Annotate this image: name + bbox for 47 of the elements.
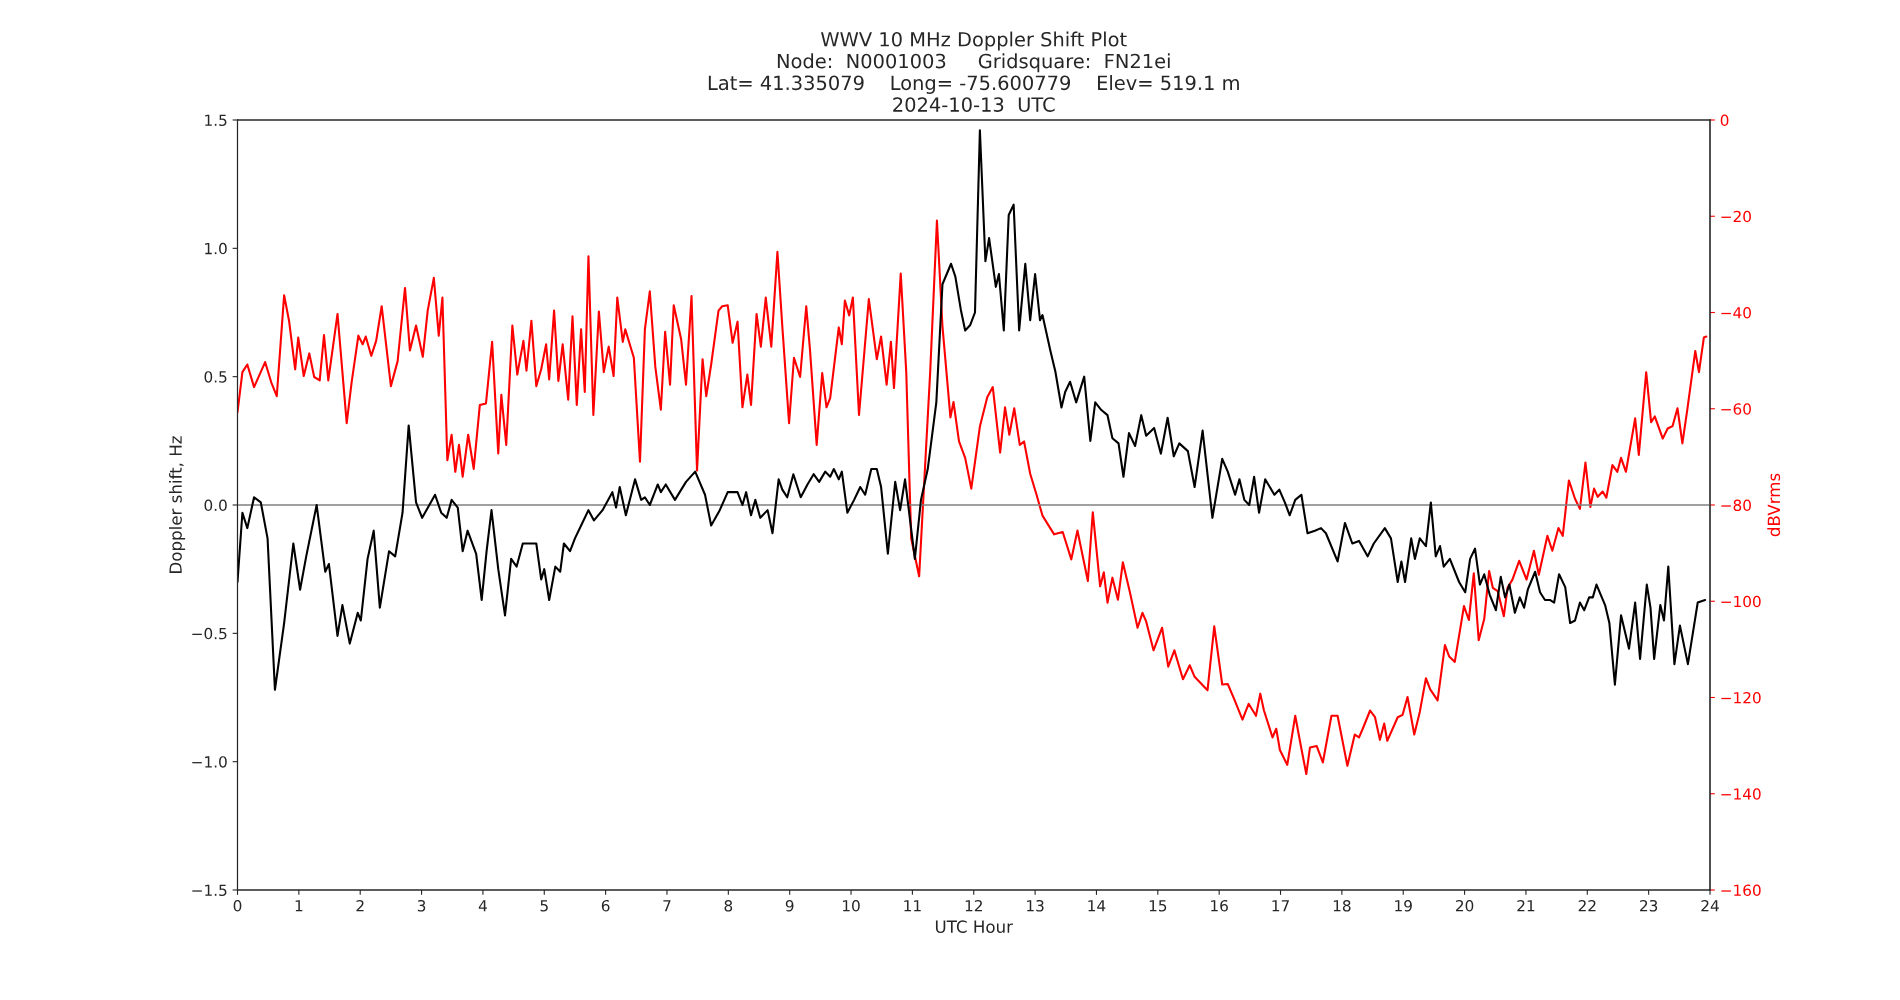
x-tick-label: 7 [663, 900, 671, 912]
x-tick-label: 17 [1272, 900, 1289, 912]
x-tick-label: 8 [724, 899, 733, 912]
x-tick-label: 0 [233, 899, 242, 912]
x-tick-label: 2 [356, 899, 364, 912]
y2-tick-label: −100 [1721, 595, 1761, 608]
x-tick-label: 22 [1578, 899, 1596, 912]
y2-tick-label: −120 [1721, 691, 1761, 704]
x-tick-label: 6 [601, 899, 610, 912]
x-tick-label: 13 [1027, 899, 1044, 912]
x-tick-label: 5 [540, 900, 548, 912]
line-series [237, 219, 1708, 776]
x-axis-title: UTC Hour [935, 920, 1013, 933]
x-tick-label: 12 [965, 899, 982, 912]
y-tick-label: 1.5 [205, 114, 227, 127]
y2-axis-title: dBVrms [1767, 473, 1781, 537]
x-tick-label: 16 [1211, 899, 1228, 912]
y-tick-label: 0.5 [204, 371, 227, 383]
x-tick-label: 11 [904, 900, 921, 912]
y2-tick-label: 0 [1720, 114, 1729, 127]
x-tick-label: 18 [1333, 899, 1351, 912]
x-tick-label: 10 [843, 899, 860, 912]
y2-tick-label: −160 [1721, 884, 1761, 897]
x-tick-label: 14 [1088, 900, 1106, 912]
x-tick-label: 24 [1701, 899, 1719, 912]
y-tick-label: 0.0 [204, 499, 227, 512]
y-tick-label: −0.5 [192, 627, 227, 640]
line-series [237, 129, 1707, 691]
x-tick-label: 21 [1517, 899, 1535, 912]
x-tick-label: 9 [785, 899, 794, 912]
chart-title: WWV 10 MHz Doppler Shift Plot Node: N0001003 Gridsquare: FN21ei Lat= 41.335079 Long= -75.600779 Elev= 519.1 m 2024-10-13 UTC [708, 31, 1239, 112]
x-tick-label: 3 [417, 899, 426, 912]
y2-tick-label: −60 [1721, 403, 1751, 415]
x-tick-label: 15 [1149, 900, 1167, 912]
x-tick-label: 4 [478, 900, 487, 912]
x-tick-label: 19 [1395, 899, 1412, 912]
y-tick-label: −1.5 [192, 884, 227, 897]
y-tick-label: 1.0 [205, 242, 227, 255]
y2-tick-label: −140 [1721, 788, 1761, 800]
x-tick-label: 20 [1455, 899, 1474, 912]
y-axis-title: Doppler shift, Hz [168, 436, 186, 573]
y2-tick-label: −40 [1721, 306, 1751, 319]
y-tick-label: −1.0 [192, 756, 227, 768]
y2-tick-label: −80 [1721, 499, 1751, 512]
x-tick-label: 23 [1640, 899, 1658, 912]
x-tick-label: 1 [295, 900, 303, 912]
y2-tick-label: −20 [1721, 210, 1751, 223]
